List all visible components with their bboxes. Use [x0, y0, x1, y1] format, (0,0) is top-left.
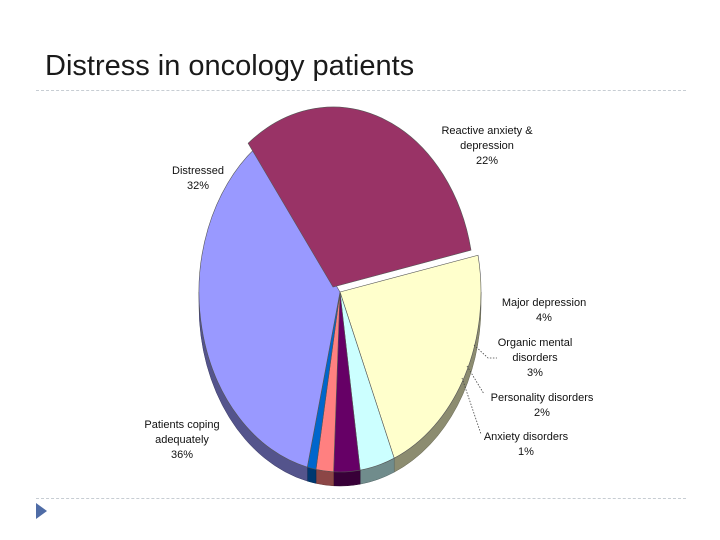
pie-slice-side-3 [333, 469, 361, 487]
slice-label-2: Major depression 4% [502, 297, 586, 324]
pie-slice-7 [247, 106, 472, 288]
slice-label-7: Distressed 32% [172, 165, 224, 192]
leader-line-5 [461, 377, 482, 435]
slide-title: Distress in oncology patients [45, 50, 415, 82]
bullet-arrow-icon [36, 503, 47, 519]
footer-divider [36, 498, 686, 499]
leader-line-3 [473, 344, 497, 359]
slice-label-3: Organic mental disorders 3% [498, 337, 573, 379]
pie-slice-6 [198, 147, 341, 468]
slice-label-4: Personality disorders 2% [491, 392, 594, 419]
slice-label-1: Reactive anxiety & depression 22% [441, 125, 533, 167]
slice-label-5: Anxiety disorders 1% [484, 431, 569, 458]
leader-line-4 [466, 365, 485, 395]
slice-label-6: Patients coping adequately 36% [144, 419, 219, 461]
pie-slice-1 [339, 254, 482, 459]
title-divider [36, 90, 686, 91]
pie-slice-side-5 [307, 466, 317, 484]
